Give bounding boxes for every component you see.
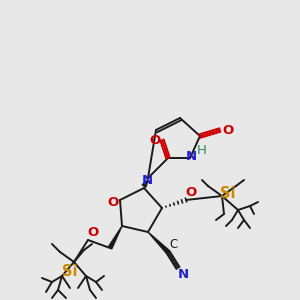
Text: O: O (87, 226, 99, 239)
Text: O: O (149, 134, 161, 148)
Text: N: N (141, 173, 153, 187)
Text: O: O (185, 187, 197, 200)
Text: Si: Si (220, 187, 236, 202)
Text: O: O (222, 124, 234, 137)
Text: H: H (197, 143, 207, 157)
Polygon shape (108, 226, 122, 249)
Text: C: C (169, 238, 177, 251)
Text: N: N (177, 268, 189, 281)
Polygon shape (148, 232, 170, 254)
Text: Si: Si (62, 265, 78, 280)
Polygon shape (142, 180, 148, 187)
Text: O: O (107, 196, 118, 208)
Text: N: N (185, 151, 197, 164)
